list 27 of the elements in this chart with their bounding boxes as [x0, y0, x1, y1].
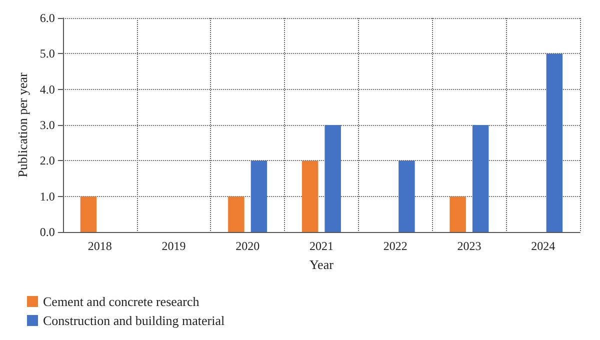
y-tick-label: 6.0 [40, 11, 55, 25]
x-tick-label: 2018 [88, 239, 112, 253]
legend-label: Cement and concrete research [43, 294, 200, 309]
x-tick-label: 2022 [383, 239, 408, 253]
x-tick-label: 2021 [309, 239, 334, 253]
y-tick-label: 3.0 [40, 118, 55, 132]
x-axis-title: Year [309, 257, 334, 272]
bar [398, 160, 415, 232]
x-tick-label: 2023 [457, 239, 482, 253]
y-tick-label: 4.0 [40, 82, 55, 96]
bar [546, 54, 563, 232]
y-tick-label: 2.0 [40, 154, 55, 168]
bar [80, 196, 97, 232]
legend-label: Construction and building material [43, 313, 225, 328]
bar [324, 125, 341, 232]
bar [228, 196, 244, 232]
x-tick-label: 2024 [531, 239, 556, 253]
y-axis-title: Publication per year [15, 72, 30, 178]
y-tick-label: 5.0 [40, 46, 55, 61]
bar [250, 160, 268, 232]
bar [472, 125, 489, 232]
x-tick-label: 2020 [236, 239, 260, 253]
bar [302, 160, 318, 232]
bar [450, 196, 466, 232]
x-tick-label: 2019 [162, 239, 186, 253]
y-tick-label: 0.0 [40, 225, 55, 239]
y-tick-label: 1.0 [40, 189, 55, 204]
